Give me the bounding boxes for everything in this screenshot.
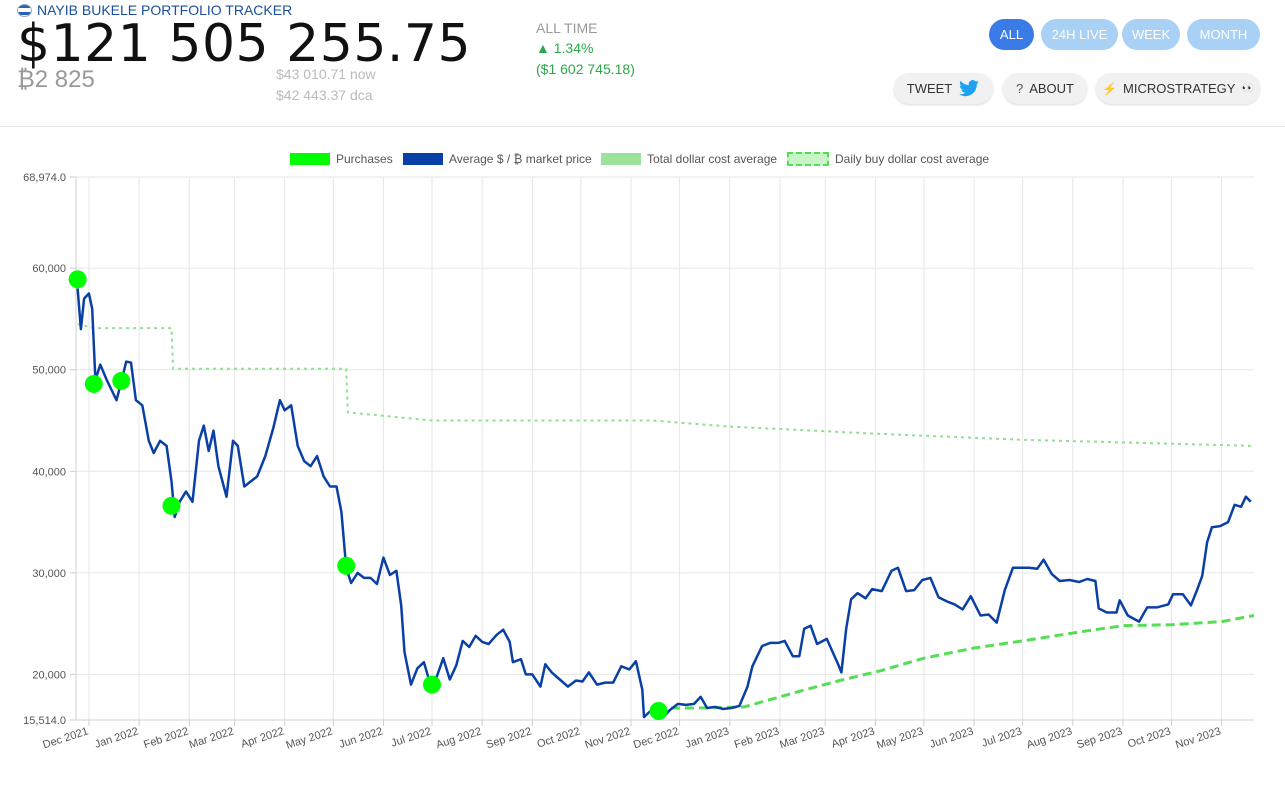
- x-tick-label: Sep 2022: [485, 725, 534, 751]
- legend-label-total-dca: Total dollar cost average: [647, 152, 778, 166]
- brand[interactable]: NAYIB BUKELE PORTFOLIO TRACKER: [17, 2, 292, 18]
- legend-market[interactable]: Average $ / ₿ market price: [403, 152, 592, 166]
- total-dca-line: [77, 323, 1255, 447]
- x-tick-label: Jun 2022: [338, 725, 385, 750]
- x-tick-label: Jul 2023: [980, 725, 1023, 749]
- x-tick-label: Apr 2022: [239, 725, 285, 750]
- range-24h-button[interactable]: 24H LIVE: [1041, 19, 1118, 50]
- brand-title: NAYIB BUKELE PORTFOLIO TRACKER: [37, 2, 293, 18]
- x-tick-label: Jan 2023: [684, 725, 731, 750]
- legend-purchases[interactable]: Purchases: [290, 152, 393, 166]
- legend-swatch-daily-dca: [787, 152, 829, 166]
- daily-dca-line: [656, 614, 1255, 710]
- purchase-point: [422, 675, 441, 694]
- eyes-icon: 👀: [1241, 83, 1254, 94]
- y-tick-label: 20,000: [32, 669, 66, 681]
- x-tick-label: Oct 2022: [536, 725, 582, 750]
- y-tick-label: 68,974.0: [23, 172, 66, 184]
- tweet-label: TWEET: [906, 81, 953, 96]
- about-button[interactable]: ? ABOUT: [1003, 73, 1087, 104]
- x-tick-label: Feb 2022: [142, 725, 190, 751]
- header-bar: NAYIB BUKELE PORTFOLIO TRACKER $121 505 …: [0, 0, 1285, 127]
- market-price-line: [76, 288, 1252, 719]
- alltime-usd: ($1 602 745.18): [536, 61, 635, 77]
- purchase-point: [68, 270, 87, 289]
- alltime-label: ALL TIME: [536, 20, 598, 36]
- legend-label-market: Average $ / ₿ market price: [449, 152, 592, 166]
- current-price: $43 010.71 now: [276, 66, 376, 82]
- lightning-icon: ⚡: [1102, 81, 1118, 96]
- legend-label-daily-dca: Daily buy dollar cost average: [835, 152, 990, 166]
- range-week-button[interactable]: WEEK: [1122, 19, 1180, 50]
- x-tick-label: May 2022: [285, 725, 335, 751]
- dca-price: $42 443.37 dca: [276, 87, 373, 103]
- range-month-button[interactable]: MONTH: [1187, 19, 1260, 50]
- microstrategy-label: MICROSTRATEGY: [1123, 81, 1236, 96]
- x-tick-label: Aug 2022: [435, 725, 484, 751]
- purchase-point: [112, 371, 131, 390]
- x-tick-label: Jul 2022: [390, 725, 433, 749]
- legend-swatch-market: [403, 153, 443, 165]
- y-tick-label: 30,000: [32, 568, 66, 580]
- x-tick-label: Apr 2023: [830, 725, 876, 750]
- twitter-bird-icon: [959, 79, 980, 96]
- legend-daily-dca[interactable]: Daily buy dollar cost average: [787, 152, 989, 166]
- x-tick-label: Dec 2021: [41, 725, 89, 751]
- alltime-percent: ▲ 1.34%: [536, 40, 594, 56]
- x-tick-label: Jan 2022: [93, 725, 140, 750]
- x-tick-label: Nov 2022: [583, 725, 631, 751]
- y-tick-label: 50,000: [32, 365, 66, 377]
- x-tick-label: Nov 2023: [1174, 725, 1222, 751]
- portfolio-value: $121 505 255.75: [17, 14, 472, 74]
- y-tick-label: 40,000: [32, 466, 66, 478]
- about-label: ABOUT: [1029, 81, 1075, 96]
- x-tick-label: Aug 2023: [1025, 725, 1074, 751]
- range-all-button[interactable]: ALL: [989, 19, 1034, 50]
- y-tick-label: 60,000: [32, 263, 66, 275]
- purchase-point: [337, 556, 356, 575]
- legend-swatch-purchases: [290, 153, 330, 165]
- legend-swatch-total-dca: [601, 153, 641, 165]
- x-tick-label: Feb 2023: [733, 725, 781, 751]
- purchase-point: [84, 374, 103, 393]
- x-tick-label: Mar 2022: [188, 725, 236, 751]
- x-tick-label: May 2023: [875, 725, 925, 751]
- x-tick-label: Dec 2022: [632, 725, 680, 751]
- btc-holdings: ₿2 825: [17, 66, 95, 93]
- el-salvador-flag-icon: [17, 3, 32, 17]
- legend-total-dca[interactable]: Total dollar cost average: [601, 152, 777, 166]
- purchase-point: [649, 702, 668, 721]
- legend-label-purchases: Purchases: [336, 152, 393, 166]
- x-tick-label: Sep 2023: [1075, 725, 1124, 751]
- chart-legend: Purchases Average $ / ₿ market price Tot…: [0, 152, 1285, 170]
- tweet-button[interactable]: TWEET: [894, 73, 993, 104]
- question-icon: ?: [1015, 81, 1024, 96]
- x-tick-label: Mar 2023: [778, 725, 826, 751]
- x-tick-label: Jun 2023: [928, 725, 975, 750]
- microstrategy-button[interactable]: ⚡ MICROSTRATEGY 👀: [1096, 73, 1260, 104]
- x-tick-label: Oct 2023: [1126, 725, 1172, 750]
- y-tick-label: 15,514.0: [23, 715, 66, 727]
- purchase-point: [162, 496, 181, 515]
